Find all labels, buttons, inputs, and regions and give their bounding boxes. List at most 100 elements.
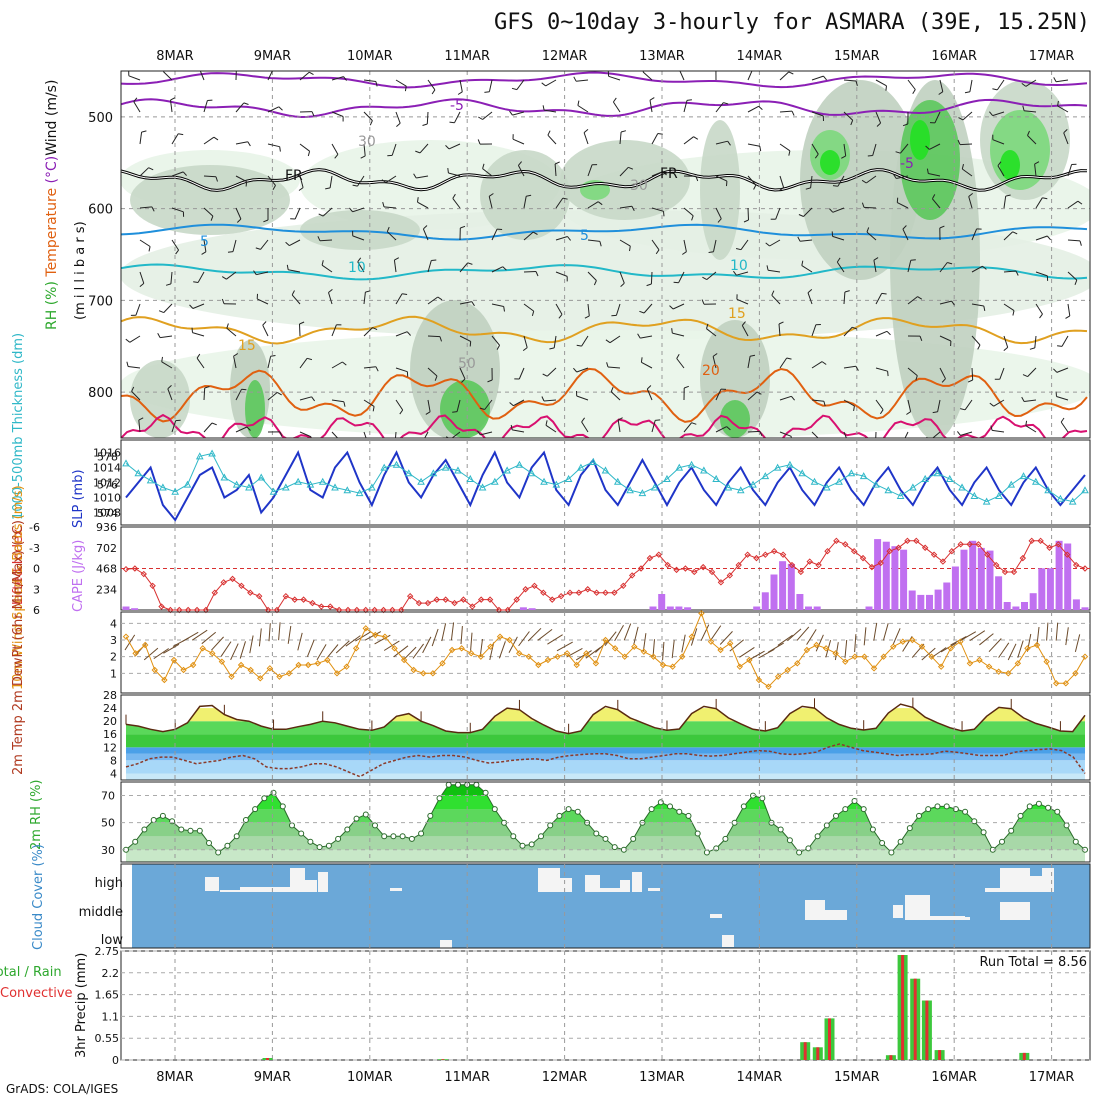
cloud-ylabel: Cloud Cover (%) — [31, 844, 46, 950]
wind-barb — [128, 366, 141, 369]
wind-barb-flag — [951, 300, 955, 306]
wind-barb — [523, 196, 527, 209]
contour-label: 50 — [458, 356, 476, 372]
wind10m-barb — [1017, 640, 1024, 658]
wind-point — [420, 670, 427, 677]
wind10m-barb — [537, 629, 553, 641]
li-point — [149, 582, 156, 589]
thickness-point — [773, 463, 782, 471]
cloud-block — [1000, 902, 1030, 920]
li-point — [699, 563, 707, 571]
wind-barb — [232, 239, 237, 252]
wind-barb — [299, 175, 304, 188]
wind-barb-flag — [691, 215, 694, 221]
wind-point — [602, 636, 609, 644]
rh-point — [759, 795, 766, 802]
wind-barb — [192, 332, 205, 337]
cloud-block — [893, 905, 903, 918]
wind-point — [899, 638, 906, 645]
wind-barb-flag — [193, 281, 199, 283]
wind-barb — [171, 133, 179, 145]
wind-barb — [999, 367, 1005, 380]
rh-point — [510, 833, 517, 840]
li-point — [557, 592, 565, 600]
wind-barb — [160, 335, 173, 339]
li-point — [1072, 561, 1080, 569]
cape-bar — [917, 594, 925, 610]
wind-barb — [811, 361, 823, 369]
thickness-point — [429, 469, 438, 477]
wind-barb — [836, 261, 845, 273]
wind-barb — [769, 239, 781, 247]
rh-point — [916, 812, 922, 819]
wind-point — [487, 643, 494, 650]
wind-barb — [646, 388, 653, 401]
wind-barb — [192, 303, 205, 309]
rh-point — [150, 817, 157, 823]
wind-barb-flag — [431, 89, 436, 95]
rh-point — [999, 838, 1005, 845]
thickness-point — [712, 474, 720, 482]
wind-barb-flag — [417, 197, 419, 203]
li-point — [131, 565, 139, 572]
wind-point — [669, 663, 676, 670]
wind-barb — [747, 175, 757, 186]
wind-barb — [651, 420, 656, 433]
wind-barb — [577, 105, 589, 113]
thickness-point — [454, 466, 462, 474]
wind10m-barb — [220, 641, 232, 657]
wind-barb-flag — [210, 215, 214, 221]
thickness-point — [146, 476, 155, 484]
temp-tick: 8 — [110, 754, 117, 767]
wind-barb — [932, 198, 941, 209]
slp-line — [125, 449, 1086, 522]
wind-barb — [299, 431, 312, 438]
wind-barb-flag — [733, 270, 737, 276]
wind-barb-flag — [461, 378, 466, 383]
li-point — [966, 541, 973, 548]
wind-barb — [363, 399, 375, 407]
wind-barb-flag — [452, 411, 458, 413]
thickness-point — [515, 460, 524, 468]
wind-point — [496, 633, 504, 640]
wind-point — [889, 643, 897, 650]
wind-barb-flag — [125, 338, 131, 343]
thickness-point — [835, 477, 843, 485]
thickness-point — [355, 489, 364, 497]
thickness-point — [859, 472, 868, 480]
wind-barb-flag — [126, 361, 129, 367]
wind10m-barb — [1026, 633, 1032, 652]
cloud-block — [632, 872, 642, 892]
cloud-panel-frame — [120, 863, 1091, 949]
rh-point — [261, 795, 268, 802]
contour-label: FR — [285, 168, 303, 184]
wind-point — [861, 653, 868, 660]
wind-barb-flag — [788, 71, 794, 75]
wind-barb-flag — [482, 163, 485, 169]
wind-barb — [775, 207, 781, 220]
wind-barb — [543, 399, 557, 402]
thickness-point — [872, 480, 880, 488]
wind10m-barb — [258, 628, 262, 647]
wind10m-barb — [863, 627, 867, 646]
wind-barb — [299, 396, 312, 401]
wind-barb-flag — [449, 121, 455, 124]
li-point — [1001, 568, 1009, 576]
wind-barb — [233, 356, 237, 369]
thickness-point — [183, 480, 192, 488]
wind-point — [535, 661, 542, 669]
wind-barb — [715, 426, 727, 433]
wind10m-barb — [393, 645, 409, 658]
wind-point — [995, 668, 1002, 675]
li-point — [611, 589, 618, 596]
wind10m-barb — [556, 641, 573, 652]
precip-tick: 1.1 — [102, 1010, 120, 1023]
wind10m-barb — [671, 640, 675, 659]
wind-barb-flag — [157, 332, 161, 338]
wind10m-barb — [412, 643, 425, 659]
wind10m-barb — [441, 623, 447, 642]
wind-barb — [651, 170, 664, 177]
date-tick-top: 17MAR — [1029, 49, 1075, 64]
wind-barb-flag — [853, 405, 855, 411]
wind-barb — [491, 335, 500, 346]
